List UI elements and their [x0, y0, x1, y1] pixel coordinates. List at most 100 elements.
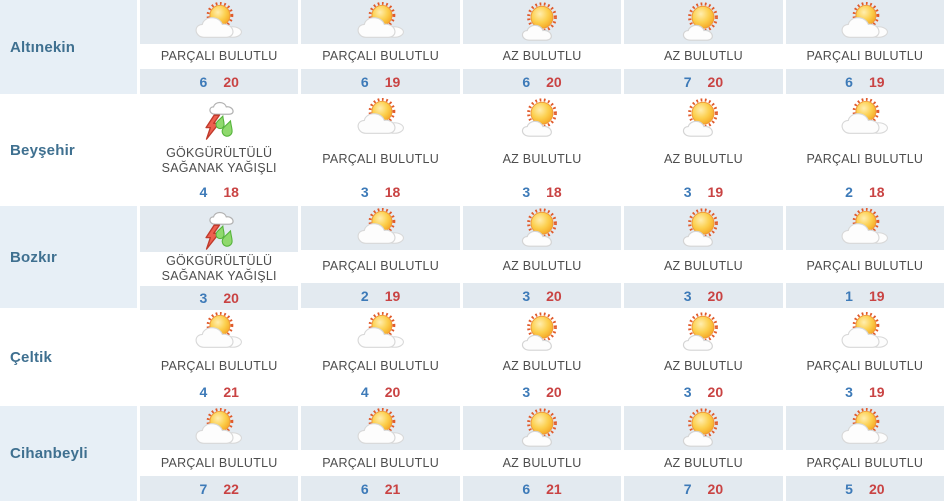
- condition-label: PARÇALI BULUTLU: [301, 140, 460, 179]
- forecast-cell: PARÇALI BULUTLU 4 21: [140, 310, 299, 404]
- city-name-link[interactable]: Cihanbeyli: [10, 445, 88, 462]
- sun-small-cloud-icon: [513, 207, 571, 249]
- max-temperature: 18: [223, 183, 239, 200]
- city-name-link[interactable]: Bozkır: [10, 248, 58, 266]
- forecast-cell: AZ BULUTLU 7 20: [624, 0, 783, 94]
- temperature-row: 2 18: [785, 179, 944, 204]
- city-name-link[interactable]: Çeltik: [10, 348, 53, 366]
- icon-strip: [140, 0, 299, 44]
- min-temperature: 4: [199, 183, 208, 200]
- icon-strip: [140, 96, 299, 142]
- condition-label: GÖKGÜRÜLTÜLÜ SAĞANAK YAĞIŞLI: [140, 142, 299, 179]
- icon-strip: [624, 310, 783, 354]
- min-temperature: 7: [199, 480, 208, 497]
- sun-behind-cloud-icon: [352, 1, 410, 43]
- forecast-cell: AZ BULUTLU 6 20: [462, 0, 622, 94]
- max-temperature: 20: [223, 73, 239, 90]
- condition-label: PARÇALI BULUTLU: [301, 44, 460, 69]
- min-temperature: 5: [845, 480, 853, 497]
- condition-label: PARÇALI BULUTLU: [785, 450, 944, 476]
- sun-small-cloud-icon: [674, 1, 732, 43]
- city-cell: Cihanbeyli: [0, 406, 137, 501]
- icon-strip: [785, 310, 944, 354]
- forecast-cell: AZ BULUTLU 3 20: [624, 310, 783, 404]
- max-temperature: 18: [546, 183, 562, 200]
- sun-behind-cloud-icon: [352, 97, 410, 139]
- max-temperature: 20: [384, 383, 401, 400]
- temperature-row: 3 20: [462, 379, 622, 404]
- icon-strip: [624, 96, 783, 140]
- temperature-row: 4 18: [140, 179, 299, 204]
- temperature-row: 6 19: [301, 69, 460, 94]
- icon-strip: [785, 0, 944, 44]
- sun-behind-cloud-icon: [352, 311, 410, 353]
- condition-label: AZ BULUTLU: [462, 140, 622, 179]
- city-cell: Altınekin: [0, 0, 137, 94]
- min-temperature: 6: [360, 480, 369, 497]
- condition-label: PARÇALI BULUTLU: [785, 140, 944, 179]
- forecast-cell: PARÇALI BULUTLU 6 19: [301, 0, 460, 94]
- temperature-row: 7 22: [140, 476, 299, 501]
- max-temperature: 21: [546, 480, 562, 497]
- forecast-cell: AZ BULUTLU 3 20: [624, 206, 783, 308]
- city-cell: Bozkır: [0, 206, 137, 308]
- max-temperature: 20: [707, 287, 724, 304]
- sun-small-cloud-icon: [674, 407, 732, 449]
- min-temperature: 2: [360, 287, 369, 304]
- min-temperature: 3: [683, 287, 692, 304]
- sun-small-cloud-icon: [513, 97, 571, 139]
- icon-strip: [301, 96, 460, 140]
- icon-strip: [624, 0, 783, 44]
- max-temperature: 20: [546, 73, 562, 90]
- condition-label: PARÇALI BULUTLU: [140, 354, 299, 379]
- min-temperature: 3: [522, 287, 531, 304]
- max-temperature: 18: [384, 183, 401, 200]
- forecast-cell: PARÇALI BULUTLU 3 19: [785, 310, 944, 404]
- icon-strip: [140, 310, 299, 354]
- sun-behind-cloud-icon: [352, 407, 410, 449]
- max-temperature: 20: [868, 480, 885, 497]
- temperature-row: 3 19: [785, 379, 944, 404]
- icon-strip: [624, 206, 783, 250]
- min-temperature: 6: [845, 73, 853, 90]
- max-temperature: 19: [707, 183, 724, 200]
- min-temperature: 3: [522, 183, 531, 200]
- city-name-link[interactable]: Beyşehir: [10, 141, 75, 159]
- min-temperature: 3: [522, 383, 531, 400]
- forecast-cell: AZ BULUTLU 3 19: [624, 96, 783, 204]
- sun-small-cloud-icon: [513, 311, 571, 353]
- max-temperature: 20: [223, 290, 239, 306]
- icon-strip: [462, 0, 622, 44]
- temperature-row: 1 19: [785, 283, 944, 308]
- condition-label: PARÇALI BULUTLU: [301, 250, 460, 283]
- city-name-link[interactable]: Altınekin: [10, 38, 76, 56]
- icon-strip: [140, 406, 299, 450]
- city-cell: Beyşehir: [0, 96, 137, 204]
- condition-label: AZ BULUTLU: [624, 354, 783, 379]
- forecast-cell: PARÇALI BULUTLU 2 18: [785, 96, 944, 204]
- temperature-row: 2 19: [301, 283, 460, 308]
- min-temperature: 4: [199, 383, 208, 400]
- temperature-row: 3 20: [624, 283, 783, 308]
- city-cell: Çeltik: [0, 310, 137, 404]
- forecast-cell: PARÇALI BULUTLU 2 19: [301, 206, 460, 308]
- condition-label: PARÇALI BULUTLU: [785, 250, 944, 283]
- condition-label: GÖKGÜRÜLTÜLÜ SAĞANAK YAĞIŞLI: [140, 252, 299, 286]
- icon-strip: [301, 310, 460, 354]
- max-temperature: 20: [707, 383, 724, 400]
- forecast-cell: PARÇALI BULUTLU 4 20: [301, 310, 460, 404]
- min-temperature: 7: [683, 480, 692, 497]
- min-temperature: 6: [522, 73, 531, 90]
- min-temperature: 3: [683, 183, 692, 200]
- sun-small-cloud-icon: [674, 311, 732, 353]
- max-temperature: 19: [868, 73, 885, 90]
- condition-label: AZ BULUTLU: [624, 450, 783, 476]
- sun-behind-cloud-icon: [836, 407, 894, 449]
- forecast-cell: PARÇALI BULUTLU 6 19: [785, 0, 944, 94]
- forecast-cell: AZ BULUTLU 6 21: [462, 406, 622, 501]
- weather-row: Altınekin PARÇALI BULUTLU 6 20 PARÇALI BULUT…: [0, 0, 944, 94]
- condition-label: PARÇALI BULUTLU: [140, 44, 299, 69]
- temperature-row: 4 21: [140, 379, 299, 404]
- max-temperature: 18: [868, 183, 885, 200]
